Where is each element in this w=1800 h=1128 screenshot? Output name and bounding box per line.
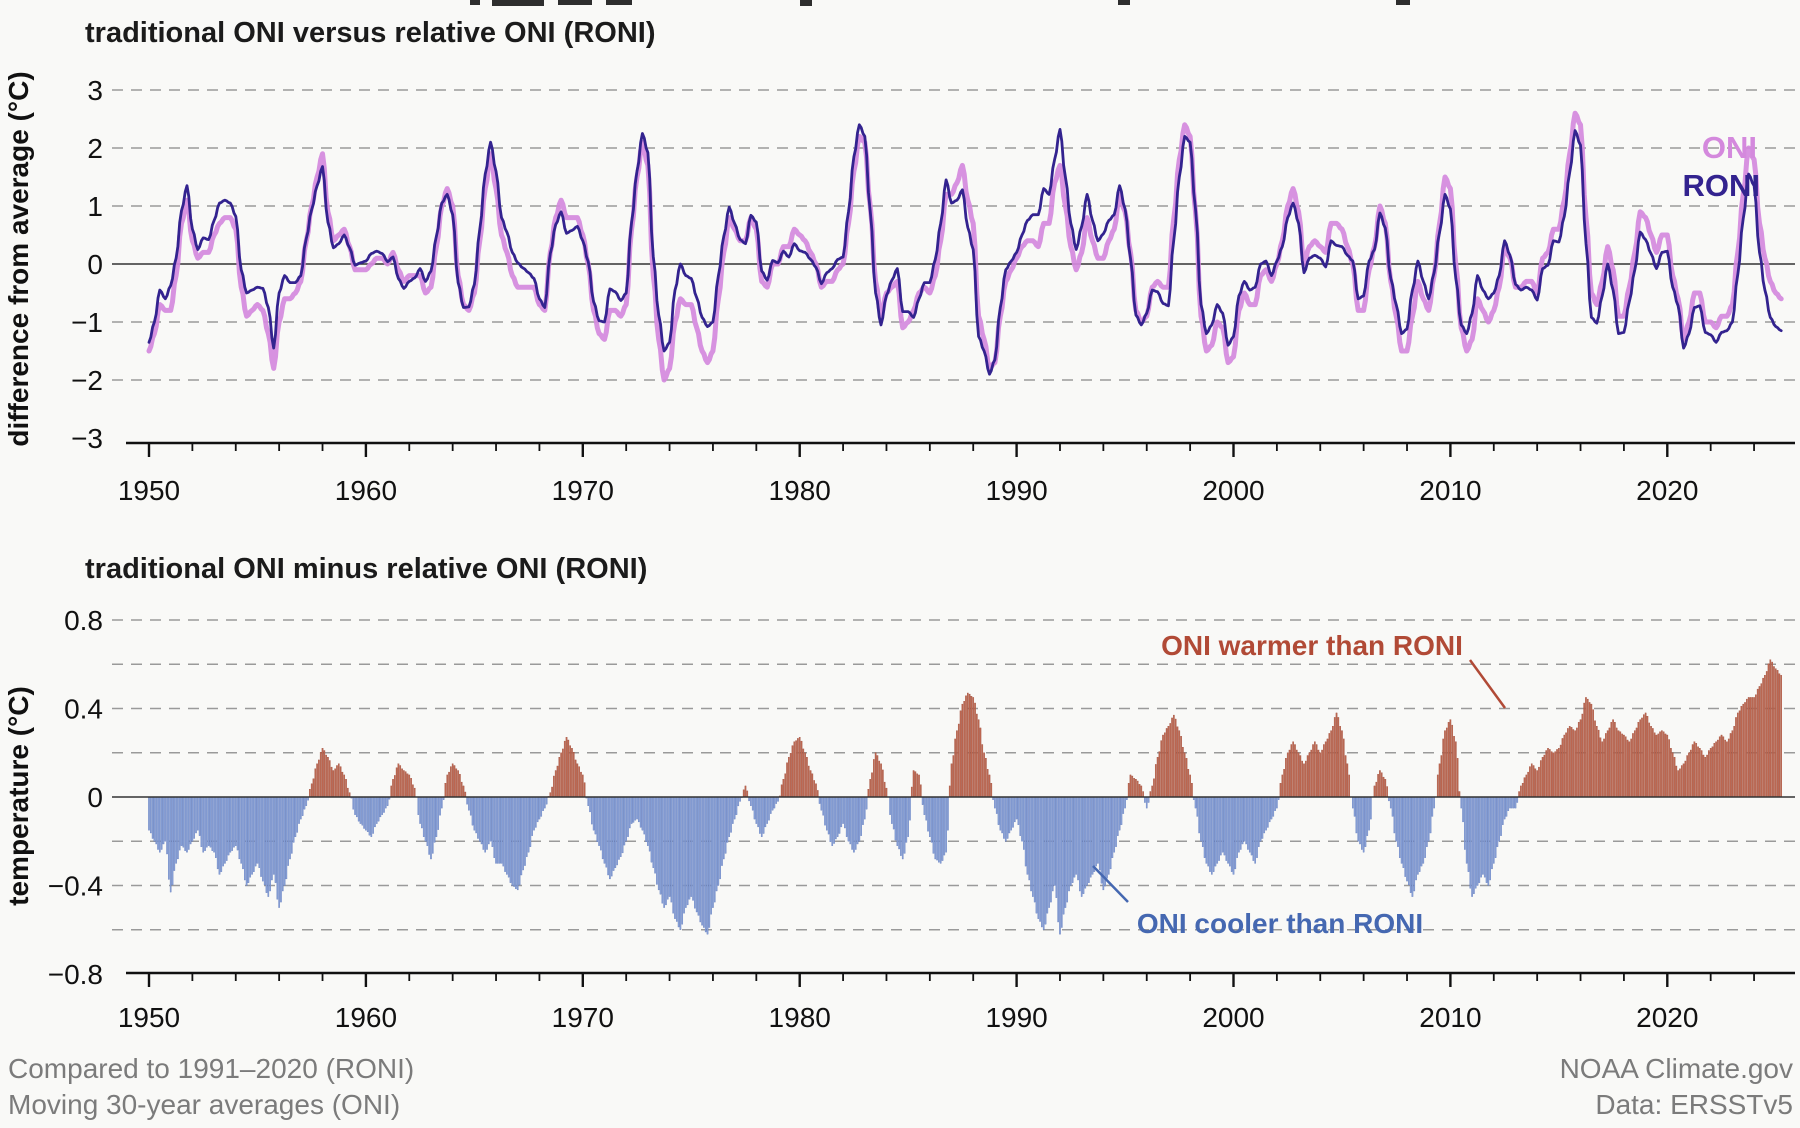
annotation-warmer-leader-line bbox=[1470, 660, 1505, 708]
svg-text:0.8: 0.8 bbox=[64, 605, 103, 636]
svg-text:0: 0 bbox=[87, 249, 103, 280]
annotation-oni-warmer: ONI warmer than RONI bbox=[1161, 630, 1463, 661]
svg-text:1: 1 bbox=[87, 191, 103, 222]
svg-text:−2: −2 bbox=[71, 365, 103, 396]
svg-text:1950: 1950 bbox=[118, 475, 180, 506]
svg-text:1980: 1980 bbox=[769, 1002, 831, 1033]
svg-text:2020: 2020 bbox=[1636, 475, 1698, 506]
svg-text:1950: 1950 bbox=[118, 1002, 180, 1033]
svg-text:2020: 2020 bbox=[1636, 1002, 1698, 1033]
annotation-cooler-leader-line bbox=[1093, 866, 1128, 902]
svg-text:−0.4: −0.4 bbox=[48, 871, 103, 902]
svg-text:−0.8: −0.8 bbox=[48, 959, 103, 990]
top-chart-series bbox=[149, 113, 1781, 380]
svg-text:2000: 2000 bbox=[1202, 475, 1264, 506]
svg-text:−1: −1 bbox=[71, 307, 103, 338]
svg-text:0: 0 bbox=[87, 782, 103, 813]
bottom-chart-y-tick-labels: 0.8 0.4 0 −0.4 −0.8 bbox=[48, 605, 103, 990]
svg-text:1990: 1990 bbox=[985, 1002, 1047, 1033]
svg-text:2: 2 bbox=[87, 133, 103, 164]
svg-text:3: 3 bbox=[87, 75, 103, 106]
chart-figure: traditional ONI versus relative ONI (RON… bbox=[0, 0, 1800, 1128]
bottom-chart-x-axis: 1950 1960 1970 1980 1990 2000 2010 2020 bbox=[118, 973, 1795, 1033]
svg-text:2010: 2010 bbox=[1419, 475, 1481, 506]
footer-dataset: Data: ERSSTv5 bbox=[1595, 1089, 1793, 1120]
top-chart-gridlines bbox=[112, 90, 1795, 380]
svg-text:1960: 1960 bbox=[335, 1002, 397, 1033]
footer-source: NOAA Climate.gov bbox=[1560, 1053, 1793, 1084]
annotation-oni-cooler: ONI cooler than RONI bbox=[1137, 908, 1423, 939]
bottom-chart-title: traditional ONI minus relative ONI (RONI… bbox=[85, 553, 647, 585]
svg-text:2000: 2000 bbox=[1202, 1002, 1264, 1033]
svg-text:0.4: 0.4 bbox=[64, 694, 103, 725]
legend-oni-label: ONI bbox=[1702, 130, 1757, 165]
svg-text:1990: 1990 bbox=[985, 475, 1047, 506]
bottom-y-axis-label: temperature (°C) bbox=[3, 686, 34, 906]
footer-baseline-note-1: Compared to 1991–2020 (RONI) bbox=[8, 1053, 414, 1084]
svg-text:1980: 1980 bbox=[769, 475, 831, 506]
top-chart-y-tick-labels: 3 2 1 0 −1 −2 −3 bbox=[71, 75, 103, 454]
legend-roni-label: RONI bbox=[1683, 168, 1761, 203]
svg-text:1970: 1970 bbox=[552, 1002, 614, 1033]
svg-text:1970: 1970 bbox=[552, 475, 614, 506]
top-chart-x-axis: 1950 1960 1970 1980 1990 2000 2010 2020 bbox=[118, 443, 1795, 506]
chart-canvas: traditional ONI versus relative ONI (RON… bbox=[0, 0, 1800, 1128]
top-y-axis-label: difference from average (°C) bbox=[3, 71, 34, 446]
top-chart-title: traditional ONI versus relative ONI (RON… bbox=[85, 17, 655, 49]
cropped-text-fragments bbox=[470, 0, 1410, 6]
svg-text:1960: 1960 bbox=[335, 475, 397, 506]
svg-text:−3: −3 bbox=[71, 423, 103, 454]
footer-baseline-note-2: Moving 30-year averages (ONI) bbox=[8, 1089, 400, 1120]
svg-text:2010: 2010 bbox=[1419, 1002, 1481, 1033]
